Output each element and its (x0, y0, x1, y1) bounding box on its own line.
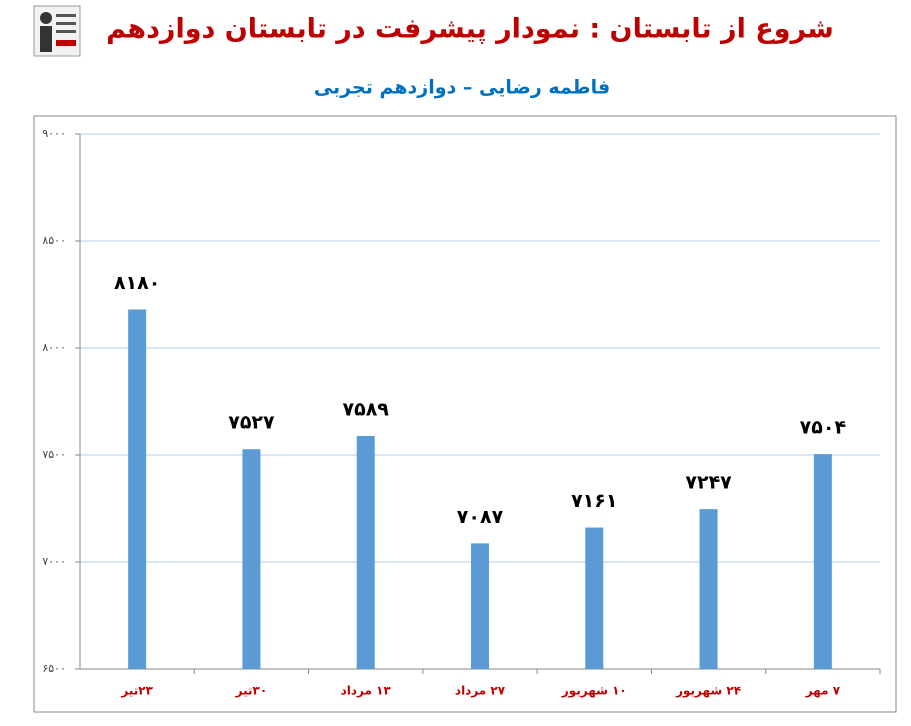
y-tick-label: ۷۰۰۰ (42, 555, 66, 568)
bar (699, 509, 718, 669)
bar (356, 435, 375, 669)
bar (242, 449, 261, 669)
value-label: ۷۵۰۴ (800, 417, 846, 439)
y-tick-label: ۹۰۰۰ (42, 127, 66, 140)
logo (33, 5, 81, 57)
y-tick-label: ۸۰۰۰ (42, 341, 66, 354)
bar (471, 543, 489, 669)
value-label: ۷۱۶۱ (571, 490, 617, 512)
x-tick-label: ۱۳ مرداد (341, 684, 392, 698)
y-tick-label: ۷۵۰۰ (42, 448, 66, 461)
x-tick-label: ۲۴ شهریور (675, 684, 741, 699)
value-label: ۷۰۸۷ (457, 506, 504, 528)
value-label: ۸۱۸۰ (114, 272, 160, 294)
y-tick-label: ۶۵۰۰ (42, 662, 66, 675)
chart-title: شروع از تابستان : نمودار پیشرفت در تابست… (106, 14, 834, 45)
y-tick-label: ۸۵۰۰ (42, 234, 66, 247)
bar (585, 527, 604, 669)
chart-subtitle: فاطمه رضایی – دوازدهم تجربی (314, 77, 610, 99)
x-tick-label: ۳۰تیر (235, 684, 268, 698)
x-tick-label: ۲۷ مرداد (455, 684, 506, 698)
bar (128, 309, 147, 669)
bar (813, 454, 832, 669)
value-label: ۷۲۴۷ (685, 472, 732, 494)
value-label: ۷۵۸۹ (343, 398, 390, 420)
chart-frame (33, 115, 897, 713)
x-tick-label: ۱۰ شهریور (561, 684, 627, 699)
value-label: ۷۵۲۷ (228, 412, 275, 434)
x-tick-label: ۲۳تیر (120, 684, 153, 698)
x-tick-label: ۷ مهر (805, 684, 841, 698)
